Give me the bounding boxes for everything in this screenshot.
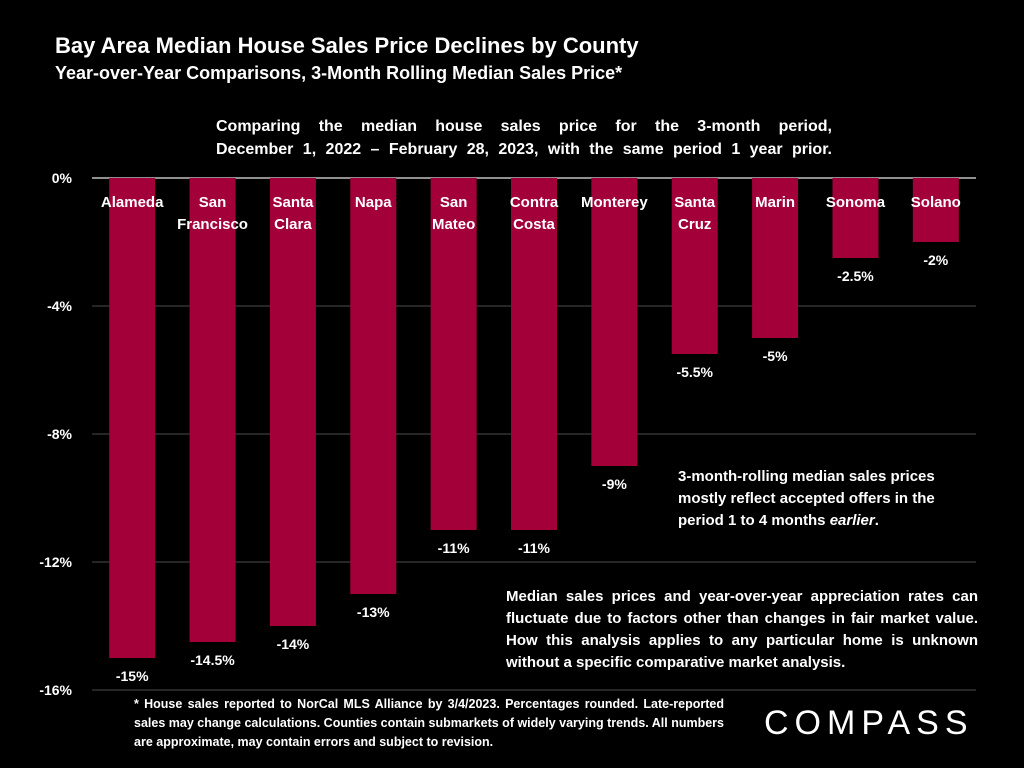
bar [591, 178, 638, 466]
category-label: San [440, 194, 468, 211]
y-tick-label: -8% [47, 426, 72, 442]
data-label: -5.5% [676, 364, 713, 380]
bar [269, 178, 316, 626]
y-tick-label: -16% [39, 682, 72, 698]
bar [671, 178, 718, 354]
category-label: Mateo [432, 216, 475, 233]
data-label: -15% [116, 668, 149, 684]
annotation-rolling-median-text: 3-month-rolling median sales prices most… [678, 468, 935, 529]
annotation-rolling-median: 3-month-rolling median sales prices most… [678, 466, 968, 532]
data-label: -14% [277, 636, 310, 652]
category-label: Santa [674, 194, 716, 211]
chart-subtitle: Year-over-Year Comparisons, 3-Month Roll… [55, 63, 623, 83]
annotation-period: . [874, 512, 879, 529]
category-label: Monterey [581, 194, 648, 211]
annotation-emphasis: earlier [829, 512, 875, 529]
bar [189, 178, 236, 642]
labels: 0% -4% -8% -12% -16% Alameda -15% San Francisco -… [39, 170, 961, 698]
compass-logo: COMPASS [764, 704, 974, 742]
bar [430, 178, 477, 530]
intro-text: Comparing the median house sales price f… [216, 115, 832, 161]
bar [109, 178, 156, 658]
annotation-disclaimer: Median sales prices and year-over-year a… [506, 588, 978, 671]
data-label: -9% [602, 476, 627, 492]
bar [832, 178, 879, 258]
bar [350, 178, 397, 594]
y-tick-label: -4% [47, 298, 72, 314]
category-label: Clara [274, 216, 312, 233]
data-label: -13% [357, 604, 390, 620]
category-label: Costa [513, 216, 555, 233]
intro-line-1: Comparing the median house sales price f… [216, 118, 832, 135]
bars [109, 178, 959, 658]
category-label: Alameda [101, 194, 164, 211]
category-label: Solano [911, 194, 961, 211]
category-label: San [199, 194, 227, 211]
data-label: -5% [763, 348, 788, 364]
category-label: Francisco [177, 216, 248, 233]
bar [912, 178, 959, 242]
y-tick-label: 0% [52, 170, 73, 186]
data-label: -2% [923, 252, 948, 268]
category-label: Cruz [678, 216, 711, 233]
intro-line-2: December 1, 2022 – February 28, 2023, wi… [216, 141, 832, 158]
y-tick-label: -12% [39, 554, 72, 570]
category-label: Santa [272, 194, 314, 211]
category-label: Napa [355, 194, 392, 211]
bar [511, 178, 557, 530]
bar [752, 178, 799, 338]
category-label: Marin [755, 194, 795, 211]
footnote: * House sales reported to NorCal MLS All… [134, 697, 724, 749]
category-label: Sonoma [826, 194, 886, 211]
category-label: Contra [510, 194, 559, 211]
data-label: -14.5% [190, 652, 235, 668]
data-label: -2.5% [837, 268, 874, 284]
data-label: -11% [518, 540, 550, 556]
chart-title: Bay Area Median House Sales Price Declin… [55, 33, 639, 58]
data-label: -11% [438, 540, 470, 556]
